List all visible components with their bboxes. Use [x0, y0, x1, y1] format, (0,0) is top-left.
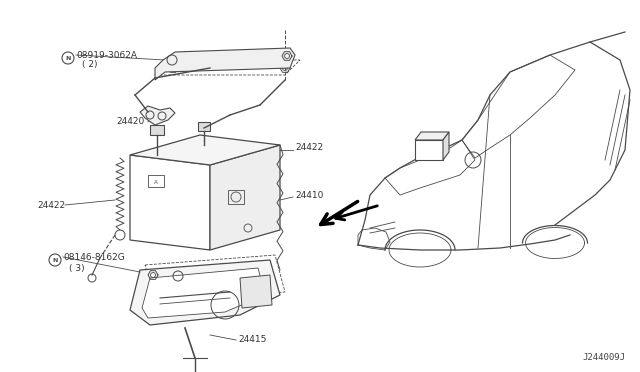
Polygon shape	[130, 155, 210, 250]
Text: N: N	[65, 55, 70, 61]
Polygon shape	[210, 145, 280, 250]
Text: N: N	[52, 257, 58, 263]
Polygon shape	[142, 268, 265, 318]
Polygon shape	[443, 132, 449, 160]
Text: 24410: 24410	[295, 190, 323, 199]
Polygon shape	[415, 132, 449, 140]
Text: 08919-3062A: 08919-3062A	[76, 51, 137, 60]
Polygon shape	[140, 106, 175, 125]
Bar	[150, 125, 164, 135]
Bar	[415, 140, 443, 160]
Text: ( 3): ( 3)	[69, 263, 84, 273]
Bar	[148, 175, 164, 187]
Text: J244009J: J244009J	[582, 353, 625, 362]
Text: 24422: 24422	[295, 144, 323, 153]
Polygon shape	[130, 260, 280, 325]
Polygon shape	[155, 48, 295, 80]
Polygon shape	[240, 275, 272, 308]
Text: ( 2): ( 2)	[82, 61, 97, 70]
Text: 08146-8162G: 08146-8162G	[63, 253, 125, 262]
Text: 24420: 24420	[116, 118, 145, 126]
Polygon shape	[130, 135, 280, 165]
Text: 24422: 24422	[37, 201, 65, 209]
Bar	[198, 122, 210, 131]
Text: 24415: 24415	[238, 336, 266, 344]
Bar	[228, 190, 244, 204]
Text: A: A	[154, 180, 158, 185]
